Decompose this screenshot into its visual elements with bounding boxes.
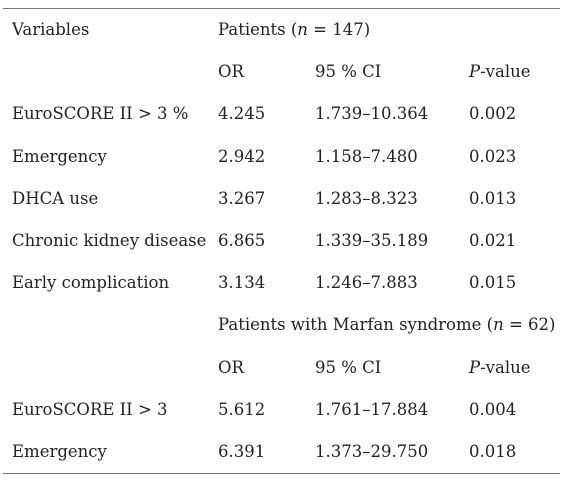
p-value-cell: 0.021 [469,230,517,250]
ci-header: 95 % CI [315,62,382,82]
table-row: Emergency 2.942 1.158–7.480 0.023 [3,136,560,178]
subheader-row: OR 95 % CI P-value [3,51,560,93]
ci-cell: 1.246–7.883 [315,273,418,293]
or-cell: 6.391 [218,441,266,461]
variable-cell: EuroSCORE II > 3 [12,399,168,419]
or-header: OR [218,62,244,82]
p-value-cell: 0.004 [469,399,517,419]
variable-cell: Chronic kidney disease [12,230,207,250]
or-header: OR [218,357,244,377]
group1-header: Patients (n = 147) [218,20,371,39]
table-row: DHCA use 3.267 1.283–8.323 0.013 [3,178,560,220]
or-cell: 6.865 [218,230,266,250]
group2-header: Patients with Marfan syndrome (n = 62) [218,315,556,335]
variables-header: Variables [12,20,90,39]
table-row: EuroSCORE II > 3 5.612 1.761–17.884 0.00… [3,389,560,431]
ci-cell: 1.158–7.480 [315,146,418,166]
table-row: Chronic kidney disease 6.865 1.339–35.18… [3,220,560,262]
group2-header-row: Patients with Marfan syndrome (n = 62) [3,304,560,346]
ci-cell: 1.761–17.884 [315,399,429,419]
p-value-cell: 0.002 [469,104,517,124]
header-row: Variables Patients (n = 147) [3,9,560,51]
subheader-row: OR 95 % CI P-value [3,347,560,389]
or-cell: 4.245 [218,104,266,124]
ci-header: 95 % CI [315,357,382,377]
variable-cell: Emergency [12,146,107,166]
p-value-cell: 0.015 [469,273,517,293]
table-row: Early complication 3.134 1.246–7.883 0.0… [3,262,560,304]
variable-cell: EuroSCORE II > 3 % [12,104,189,124]
p-value-header: P-value [469,62,531,82]
or-cell: 3.134 [218,273,266,293]
ci-cell: 1.739–10.364 [315,104,429,124]
variable-cell: Early complication [12,273,170,293]
table-row: Emergency 6.391 1.373–29.750 0.018 [3,431,560,473]
ci-cell: 1.373–29.750 [315,441,429,461]
or-cell: 3.267 [218,188,266,208]
table-row: EuroSCORE II > 3 % 4.245 1.739–10.364 0.… [3,93,560,135]
variable-cell: Emergency [12,441,107,461]
ci-cell: 1.283–8.323 [315,188,418,208]
p-value-cell: 0.013 [469,188,517,208]
p-value-cell: 0.018 [469,441,517,461]
variable-cell: DHCA use [12,188,99,208]
p-value-header: P-value [469,357,531,377]
ci-cell: 1.339–35.189 [315,230,429,250]
p-value-cell: 0.023 [469,146,517,166]
regression-table: Variables Patients (n = 147) OR 95 % CI … [3,8,560,475]
or-cell: 5.612 [218,399,266,419]
or-cell: 2.942 [218,146,266,166]
